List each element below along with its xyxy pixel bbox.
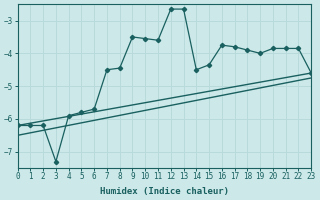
X-axis label: Humidex (Indice chaleur): Humidex (Indice chaleur) bbox=[100, 187, 229, 196]
